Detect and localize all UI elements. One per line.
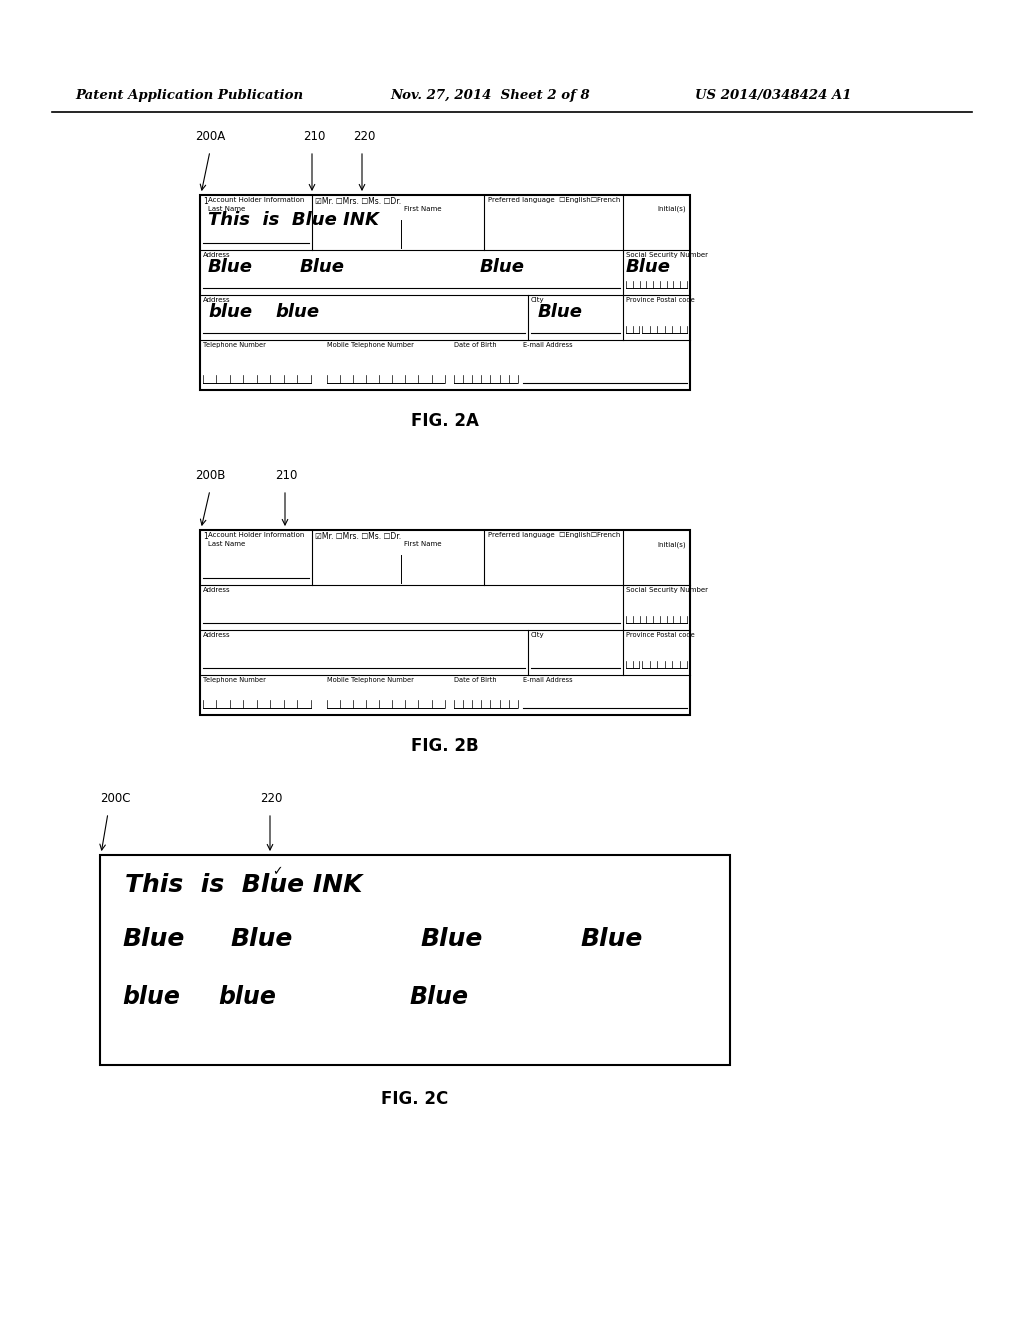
Text: Mobile Telephone Number: Mobile Telephone Number xyxy=(327,342,414,348)
Text: Province Postal code: Province Postal code xyxy=(626,297,694,304)
Text: blue: blue xyxy=(208,304,252,321)
Text: Telephone Number: Telephone Number xyxy=(203,677,266,682)
Text: 220: 220 xyxy=(353,129,376,143)
Text: ☑Mr. ☐Mrs. ☐Ms. ☐Dr.: ☑Mr. ☐Mrs. ☐Ms. ☐Dr. xyxy=(315,197,401,206)
Text: 1: 1 xyxy=(203,197,208,206)
Text: Address: Address xyxy=(203,587,230,593)
Text: Blue: Blue xyxy=(208,257,253,276)
Text: ✓: ✓ xyxy=(272,865,283,878)
Text: Account Holder Information: Account Holder Information xyxy=(208,532,304,539)
Text: City: City xyxy=(531,632,545,638)
Text: blue: blue xyxy=(275,304,319,321)
Text: Blue: Blue xyxy=(420,927,482,950)
Text: Date of Birth: Date of Birth xyxy=(454,677,497,682)
Text: Preferred language  ☐English☐French: Preferred language ☐English☐French xyxy=(488,197,621,203)
Text: This  is  Blue INK: This is Blue INK xyxy=(125,873,362,898)
Text: Blue: Blue xyxy=(410,985,469,1008)
Text: Address: Address xyxy=(203,632,230,638)
Text: Preferred language  ☐English☐French: Preferred language ☐English☐French xyxy=(488,532,621,539)
Text: Blue: Blue xyxy=(580,927,642,950)
Text: 220: 220 xyxy=(260,792,283,805)
Text: US 2014/0348424 A1: US 2014/0348424 A1 xyxy=(695,88,852,102)
Text: Blue: Blue xyxy=(480,257,525,276)
Text: First Name: First Name xyxy=(404,541,441,546)
Text: Last Name: Last Name xyxy=(208,541,246,546)
Text: City: City xyxy=(531,297,545,304)
Text: Blue: Blue xyxy=(300,257,345,276)
Text: 200C: 200C xyxy=(100,792,130,805)
Text: Nov. 27, 2014  Sheet 2 of 8: Nov. 27, 2014 Sheet 2 of 8 xyxy=(390,88,590,102)
Text: FIG. 2C: FIG. 2C xyxy=(381,1090,449,1107)
Text: Initial(s): Initial(s) xyxy=(657,541,686,548)
Text: 210: 210 xyxy=(275,469,297,482)
Text: Address: Address xyxy=(203,297,230,304)
Text: E-mail Address: E-mail Address xyxy=(523,677,572,682)
Text: Social Security Number: Social Security Number xyxy=(626,252,708,257)
Text: 200B: 200B xyxy=(195,469,225,482)
Text: blue: blue xyxy=(218,985,275,1008)
Text: Last Name: Last Name xyxy=(208,206,246,213)
Text: Blue: Blue xyxy=(230,927,293,950)
Text: E-mail Address: E-mail Address xyxy=(523,342,572,348)
Text: Province Postal code: Province Postal code xyxy=(626,632,694,638)
Text: Blue: Blue xyxy=(122,927,184,950)
Text: 210: 210 xyxy=(303,129,326,143)
Bar xyxy=(200,531,690,715)
Text: Account Holder Information: Account Holder Information xyxy=(208,197,304,203)
Text: Telephone Number: Telephone Number xyxy=(203,342,266,348)
Text: 200A: 200A xyxy=(195,129,225,143)
Bar xyxy=(200,195,690,389)
Text: blue: blue xyxy=(122,985,180,1008)
Text: Social Security Number: Social Security Number xyxy=(626,587,708,593)
Text: Blue: Blue xyxy=(626,257,671,276)
Text: First Name: First Name xyxy=(404,206,441,213)
Text: Mobile Telephone Number: Mobile Telephone Number xyxy=(327,677,414,682)
Text: ☑Mr. ☐Mrs. ☐Ms. ☐Dr.: ☑Mr. ☐Mrs. ☐Ms. ☐Dr. xyxy=(315,532,401,541)
Bar xyxy=(100,855,730,1065)
Text: FIG. 2A: FIG. 2A xyxy=(411,412,479,430)
Text: Date of Birth: Date of Birth xyxy=(454,342,497,348)
Text: This  is  Blue INK: This is Blue INK xyxy=(208,211,379,228)
Text: 1: 1 xyxy=(203,532,208,541)
Text: Patent Application Publication: Patent Application Publication xyxy=(75,88,303,102)
Text: Initial(s): Initial(s) xyxy=(657,206,686,213)
Text: Address: Address xyxy=(203,252,230,257)
Text: Blue: Blue xyxy=(538,304,583,321)
Text: FIG. 2B: FIG. 2B xyxy=(412,737,479,755)
